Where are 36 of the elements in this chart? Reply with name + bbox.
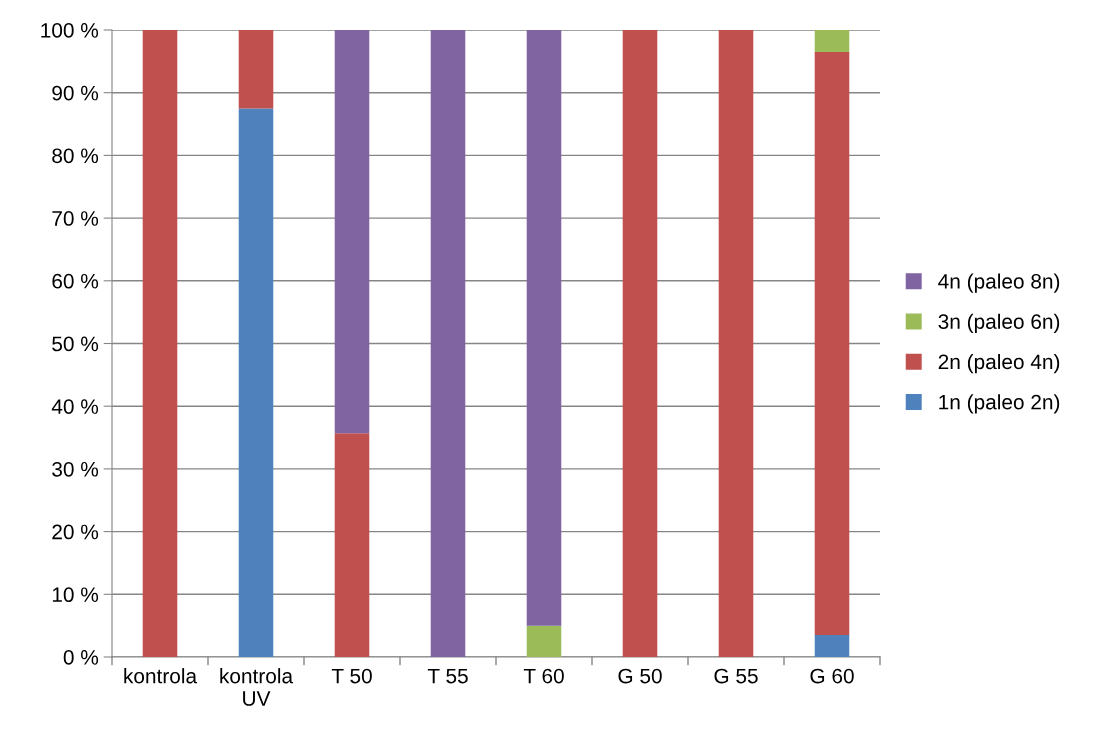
bar [238,30,274,109]
x-tick-label: T 50 [331,668,372,684]
y-tick-label: 80 % [52,148,99,164]
legend-label: 1n (paleo 2n) [939,394,1060,414]
y-tick-label: 60 % [52,273,99,289]
bar [718,30,754,657]
x-tick-label: G 60 [810,668,854,684]
y-tick-label: 10 % [52,587,99,603]
bar [622,30,658,657]
bar [814,51,850,636]
y-tick-label: 30 % [52,461,99,477]
bar [334,433,370,657]
legend-label: 4n (paleo 8n) [938,273,1060,293]
y-tick-label: 50 % [52,336,99,352]
x-tick-label: G 55 [714,668,758,684]
bar [526,30,562,626]
bar [814,635,850,657]
bar [526,625,562,657]
legend-label: 3n (paleo 6n) [938,313,1060,334]
bar [142,30,178,657]
x-tick-label: kontrola UV [220,668,294,706]
bar [430,30,466,657]
y-tick-label: 70 % [52,211,99,226]
bar [814,30,850,52]
y-tick-label: 90 % [52,85,99,101]
y-tick-label: 100 % [41,23,99,38]
x-tick-label: kontrola [124,668,198,684]
x-tick-label: T 55 [427,668,468,684]
y-tick-label: 40 % [51,399,99,414]
legend-label: 2n (paleo 4n) [938,353,1060,374]
x-tick-label: T 60 [523,668,564,684]
y-tick-label: 20 % [52,524,99,540]
bar [334,30,370,434]
bar [238,108,274,657]
x-tick-label: G 50 [618,668,662,684]
y-tick-label: 0 % [63,650,99,665]
